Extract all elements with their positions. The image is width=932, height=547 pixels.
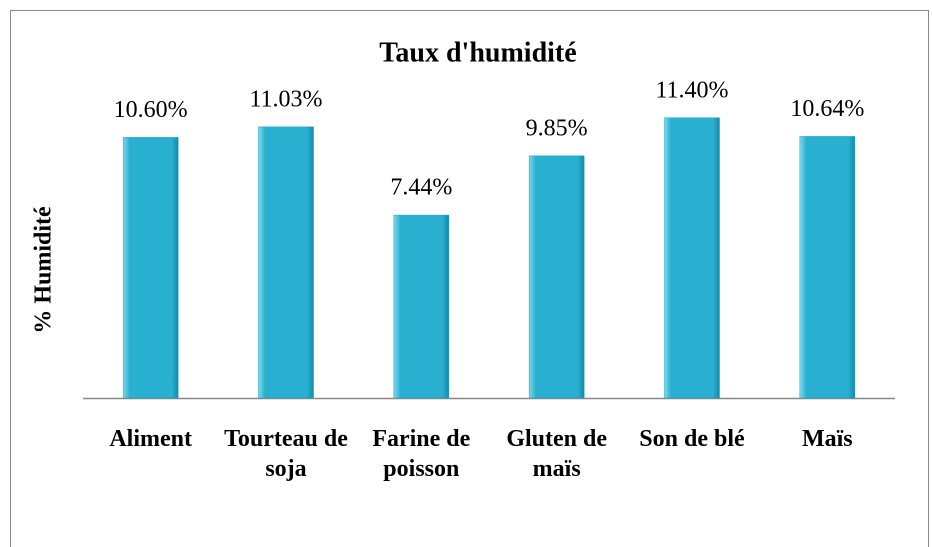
bar <box>258 126 314 399</box>
x-tick-label-box: Farine de poisson <box>372 426 471 482</box>
x-tick-label-box: Tourteau de soja <box>224 426 348 482</box>
bar <box>664 117 720 399</box>
bar <box>799 136 856 399</box>
x-tick-label-box: Gluten de maïs <box>506 426 607 482</box>
bar <box>393 214 450 399</box>
x-tick-label-box: Son de blé <box>639 426 745 452</box>
x-tick-label: Son de blé <box>639 426 745 452</box>
value-label: 10.60% <box>114 97 188 123</box>
value-label: 11.03% <box>249 86 322 112</box>
value-label: 7.44% <box>390 175 452 201</box>
x-tick-label: Farine de poisson <box>372 426 471 482</box>
chart-border <box>10 10 929 547</box>
x-tick-label-box: Aliment <box>109 426 192 452</box>
value-label: 9.85% <box>526 115 588 141</box>
x-tick-label: Gluten de maïs <box>506 426 607 482</box>
bar <box>528 155 585 399</box>
bar <box>122 137 179 399</box>
value-label: 10.64% <box>790 96 864 122</box>
x-tick-label-box: Maïs <box>801 426 853 452</box>
x-tick-label: Maïs <box>801 426 853 452</box>
value-label: 11.40% <box>655 77 728 103</box>
y-axis-title: % Humidité <box>31 206 57 334</box>
chart-title: Taux d'humidité <box>379 37 576 68</box>
x-tick-label: Tourteau de soja <box>224 426 348 482</box>
x-tick-label: Aliment <box>109 426 192 452</box>
